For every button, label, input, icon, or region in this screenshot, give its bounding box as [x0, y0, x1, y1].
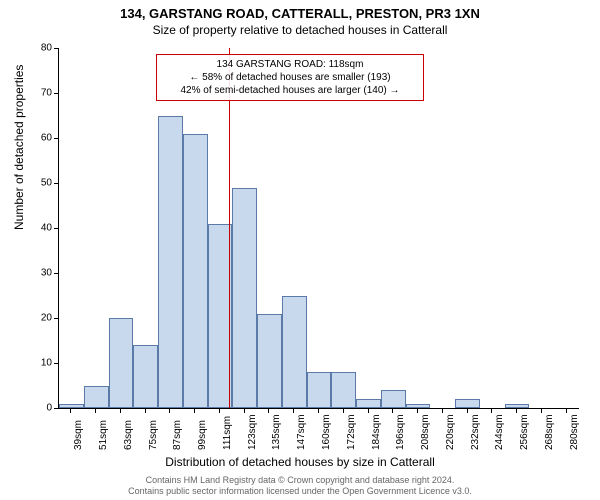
x-tick-mark — [392, 408, 393, 413]
y-tick-mark — [54, 318, 59, 319]
reference-line — [229, 48, 230, 408]
y-tick-mark — [54, 93, 59, 94]
plot-region — [58, 48, 579, 409]
x-tick-label: 184sqm — [371, 414, 382, 450]
x-tick-mark — [145, 408, 146, 413]
y-tick-label: 30 — [0, 268, 52, 279]
y-tick-label: 10 — [0, 358, 52, 369]
footer-line2: Contains public sector information licen… — [0, 486, 600, 497]
x-tick-mark — [566, 408, 567, 413]
x-tick-label: 172sqm — [346, 414, 357, 450]
x-tick-label: 51sqm — [98, 420, 109, 450]
x-tick-mark — [516, 408, 517, 413]
x-tick-mark — [169, 408, 170, 413]
x-tick-label: 280sqm — [569, 414, 580, 450]
x-tick-mark — [368, 408, 369, 413]
x-tick-label: 256sqm — [519, 414, 530, 450]
x-tick-label: 220sqm — [445, 414, 456, 450]
y-tick-mark — [54, 138, 59, 139]
y-tick-mark — [54, 48, 59, 49]
y-tick-label: 60 — [0, 133, 52, 144]
y-tick-label: 0 — [0, 403, 52, 414]
reference-info-box: 134 GARSTANG ROAD: 118sqm ← 58% of detac… — [156, 54, 424, 101]
x-tick-label: 208sqm — [420, 414, 431, 450]
x-tick-label: 196sqm — [395, 414, 406, 450]
histogram-bar — [232, 188, 257, 409]
y-tick-label: 70 — [0, 88, 52, 99]
x-tick-mark — [120, 408, 121, 413]
y-tick-mark — [54, 273, 59, 274]
footer-attribution: Contains HM Land Registry data © Crown c… — [0, 475, 600, 497]
histogram-bar — [307, 372, 332, 408]
x-tick-label: 147sqm — [296, 414, 307, 450]
histogram-bar — [257, 314, 282, 409]
x-tick-mark — [95, 408, 96, 413]
y-tick-mark — [54, 363, 59, 364]
x-tick-mark — [293, 408, 294, 413]
histogram-bar — [133, 345, 158, 408]
x-tick-label: 135sqm — [271, 414, 282, 450]
x-tick-label: 111sqm — [222, 416, 233, 450]
x-tick-mark — [194, 408, 195, 413]
x-tick-label: 99sqm — [197, 420, 208, 450]
x-tick-label: 123sqm — [247, 414, 258, 450]
x-tick-label: 160sqm — [321, 414, 332, 450]
histogram-bar — [158, 116, 183, 409]
x-tick-mark — [541, 408, 542, 413]
footer-line1: Contains HM Land Registry data © Crown c… — [0, 475, 600, 486]
x-tick-mark — [491, 408, 492, 413]
x-tick-label: 232sqm — [470, 414, 481, 450]
histogram-bar — [84, 386, 109, 409]
chart-title: 134, GARSTANG ROAD, CATTERALL, PRESTON, … — [0, 0, 600, 21]
y-tick-label: 40 — [0, 223, 52, 234]
x-tick-label: 75sqm — [148, 420, 159, 450]
histogram-bar — [282, 296, 307, 409]
x-tick-mark — [318, 408, 319, 413]
x-tick-mark — [417, 408, 418, 413]
y-tick-mark — [54, 228, 59, 229]
x-tick-mark — [343, 408, 344, 413]
histogram-bar — [381, 390, 406, 408]
chart-subtitle: Size of property relative to detached ho… — [0, 21, 600, 37]
x-tick-label: 244sqm — [494, 414, 505, 450]
histogram-bar — [109, 318, 134, 408]
x-tick-mark — [219, 408, 220, 413]
x-tick-mark — [467, 408, 468, 413]
chart-plot-area: 134 GARSTANG ROAD: 118sqm ← 58% of detac… — [58, 48, 578, 408]
x-axis-label: Distribution of detached houses by size … — [0, 455, 600, 469]
y-tick-mark — [54, 183, 59, 184]
y-tick-mark — [54, 408, 59, 409]
x-tick-mark — [244, 408, 245, 413]
x-tick-mark — [268, 408, 269, 413]
x-tick-label: 268sqm — [544, 414, 555, 450]
histogram-bar — [356, 399, 381, 408]
histogram-bar — [183, 134, 208, 409]
y-tick-label: 20 — [0, 313, 52, 324]
infobox-line1: 134 GARSTANG ROAD: 118sqm — [165, 58, 415, 71]
infobox-line2: ← 58% of detached houses are smaller (19… — [165, 71, 415, 84]
histogram-bar — [331, 372, 356, 408]
histogram-bar — [455, 399, 480, 408]
y-tick-label: 80 — [0, 43, 52, 54]
x-tick-label: 63sqm — [123, 420, 134, 450]
x-tick-mark — [442, 408, 443, 413]
x-tick-label: 87sqm — [172, 420, 183, 450]
y-tick-label: 50 — [0, 178, 52, 189]
x-tick-mark — [70, 408, 71, 413]
histogram-bar — [59, 404, 84, 409]
infobox-line3: 42% of semi-detached houses are larger (… — [165, 84, 415, 97]
x-tick-label: 39sqm — [73, 420, 84, 450]
